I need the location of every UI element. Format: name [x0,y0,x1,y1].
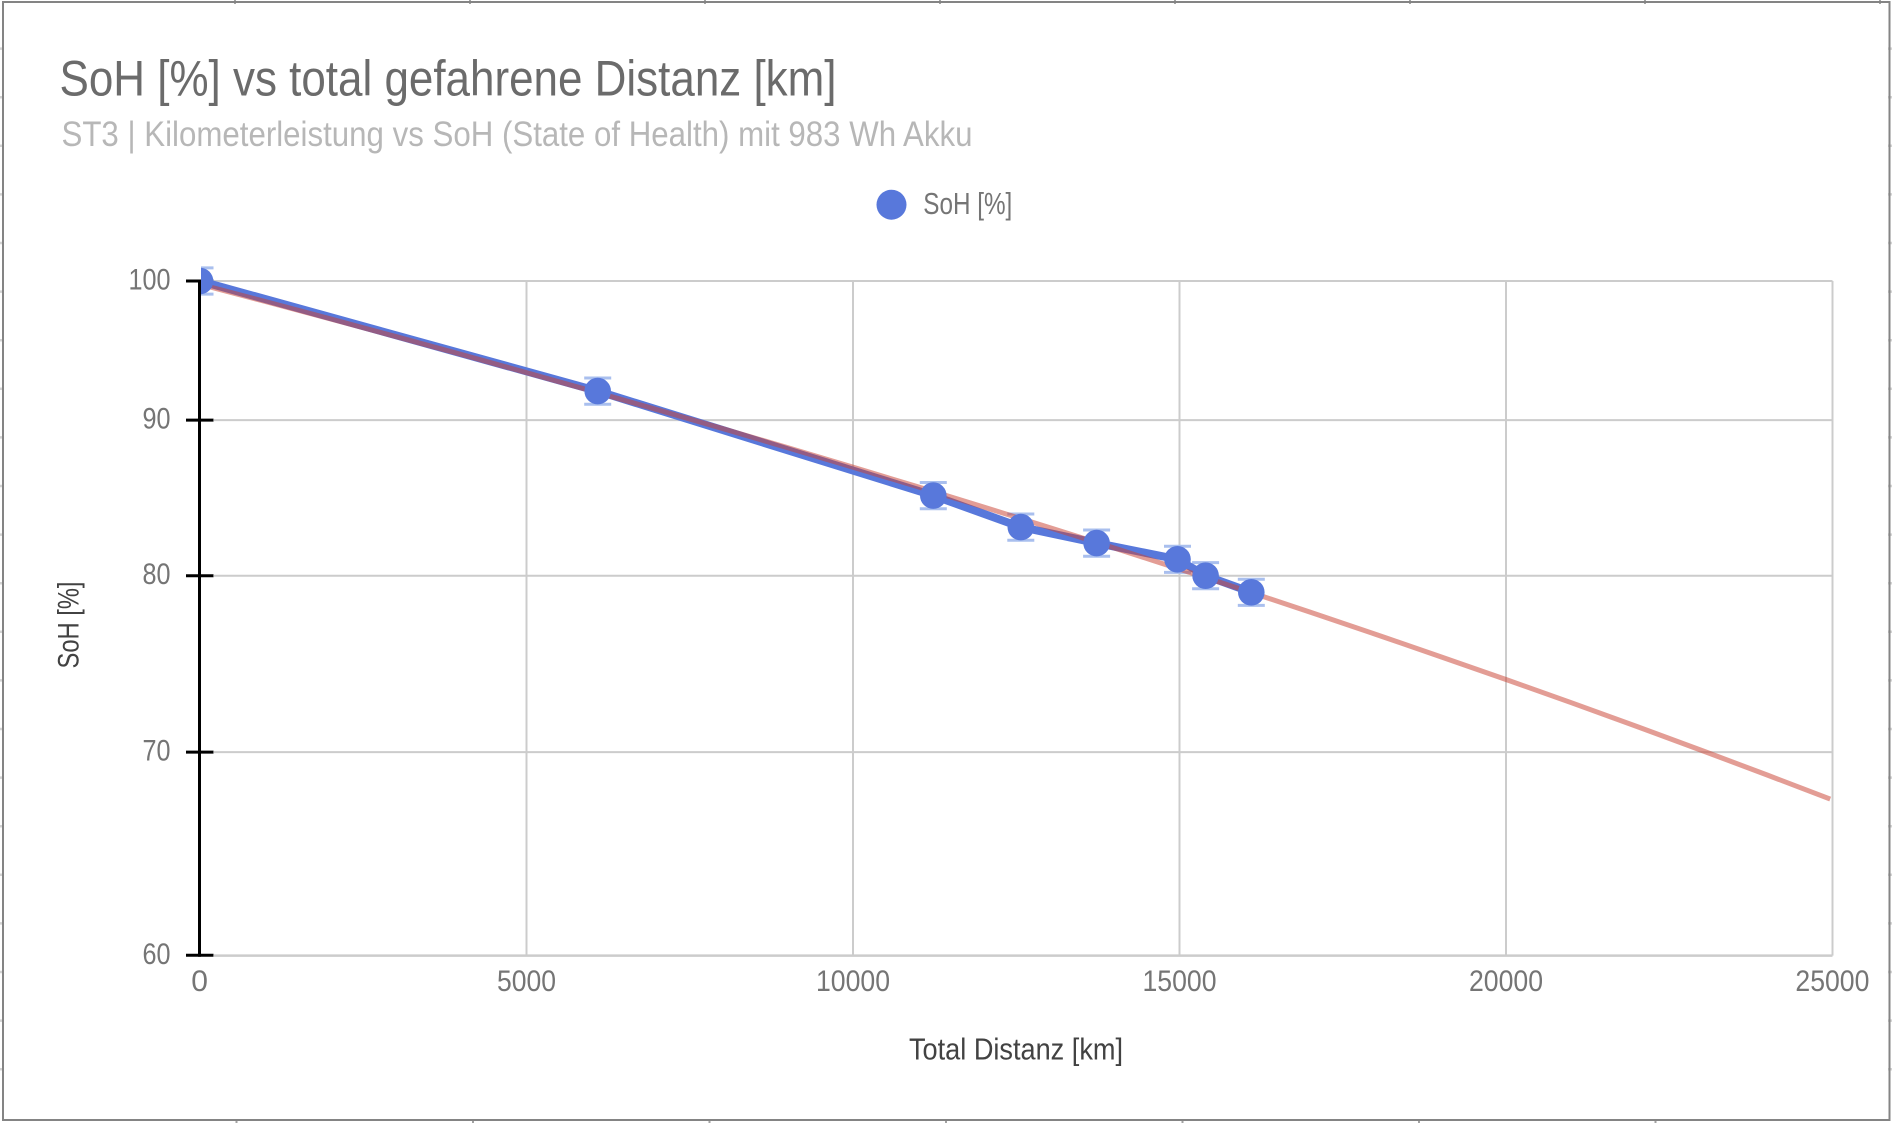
svg-text:100: 100 [129,264,171,297]
svg-text:70: 70 [143,735,171,768]
svg-text:20000: 20000 [1469,965,1543,998]
svg-text:10000: 10000 [816,965,890,998]
svg-text:0: 0 [191,965,208,998]
svg-text:Total Distanz [km]: Total Distanz [km] [909,1032,1123,1067]
svg-text:25000: 25000 [1795,965,1869,998]
svg-text:5000: 5000 [497,965,556,998]
svg-text:90: 90 [143,403,171,436]
svg-text:ST3 | Kilometerleistung vs SoH: ST3 | Kilometerleistung vs SoH (State of… [62,115,973,154]
svg-text:SoH [%]: SoH [%] [923,186,1012,221]
svg-text:SoH [%] vs total gefahrene Dis: SoH [%] vs total gefahrene Distanz [km] [60,51,837,107]
svg-text:80: 80 [143,558,171,591]
svg-text:SoH [%]: SoH [%] [53,582,86,669]
svg-text:15000: 15000 [1143,965,1217,998]
svg-text:60: 60 [143,938,171,971]
